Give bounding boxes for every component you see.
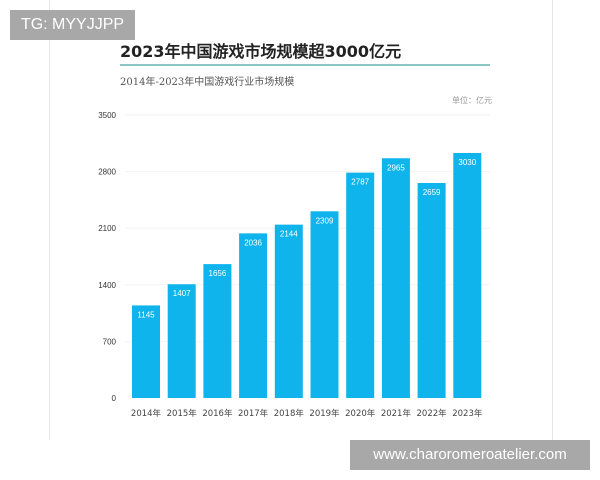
y-tick-label: 1400: [98, 281, 116, 290]
data-label: 1656: [209, 269, 227, 278]
data-label: 2144: [280, 230, 298, 239]
bar: [417, 183, 446, 398]
data-label: 2787: [351, 178, 369, 187]
bar: [132, 305, 160, 398]
chart-subtitle: 2014年-2023年中国游戏行业市场规模: [120, 77, 295, 88]
watermark-top-left: TG: MYYJJPP: [10, 10, 135, 40]
bar: [310, 211, 339, 398]
x-tick-label: 2023年: [452, 408, 483, 419]
x-tick-label: 2019年: [309, 408, 340, 419]
data-label: 1145: [137, 310, 155, 319]
bar: [274, 224, 303, 398]
x-tick-label: 2016年: [202, 408, 233, 419]
data-label: 2659: [423, 188, 441, 197]
data-label: 3030: [458, 158, 476, 167]
data-label: 1407: [173, 289, 191, 298]
bar: [346, 172, 375, 398]
bar: [203, 264, 232, 398]
data-label: 2965: [387, 163, 405, 172]
x-tick-label: 2022年: [417, 408, 448, 419]
x-tick-label: 2021年: [381, 408, 412, 419]
x-tick-label: 2018年: [274, 408, 305, 419]
y-tick-label: 2100: [98, 224, 116, 233]
data-label: 2309: [316, 216, 334, 225]
y-tick-label: 0: [112, 394, 117, 403]
bar: [381, 158, 410, 398]
watermark-bottom-right: www.charoromeroatelier.com: [350, 440, 590, 470]
x-tick-label: 2015年: [167, 408, 198, 419]
y-tick-label: 2800: [98, 168, 116, 177]
y-tick-label: 3500: [98, 111, 116, 120]
bar: [167, 284, 196, 398]
y-tick-label: 700: [103, 337, 117, 346]
x-tick-label: 2017年: [238, 408, 269, 419]
unit-label: 单位：亿元: [452, 96, 492, 105]
data-label: 2036: [244, 238, 262, 247]
title-divider: [120, 64, 490, 66]
bar: [239, 233, 268, 398]
bar: [453, 153, 482, 398]
chart-title: 2023年中国游戏市场规模超3000亿元: [120, 42, 402, 61]
x-tick-label: 2014年: [131, 408, 162, 419]
x-tick-label: 2020年: [345, 408, 376, 419]
